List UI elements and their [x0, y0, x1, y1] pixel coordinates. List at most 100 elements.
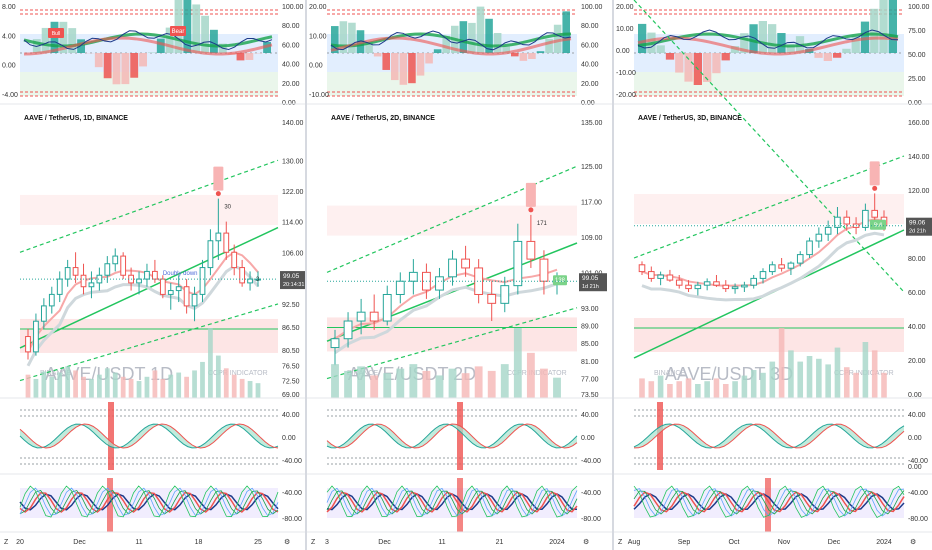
price-tick: 0.00	[908, 392, 922, 399]
top-osc-bar	[638, 23, 647, 53]
volume-bar	[713, 378, 720, 398]
volume-bar	[120, 376, 126, 398]
top-osc-ribbon-1	[23, 32, 273, 48]
candle-body	[382, 293, 392, 322]
candle-body	[223, 232, 230, 253]
last-price-tag	[579, 273, 607, 292]
candle-body	[843, 216, 851, 225]
top-osc-bar	[192, 4, 201, 54]
indicator-label: CCPR INDICATOR	[507, 370, 567, 377]
volume-bar	[97, 374, 102, 398]
volume-bar	[648, 381, 655, 398]
top-osc-bar	[823, 53, 832, 61]
panel-divider-1[interactable]	[305, 0, 307, 550]
candle-body	[824, 226, 832, 235]
osc2-line-2	[326, 490, 578, 515]
osc2-line-2	[19, 490, 279, 515]
volume-bar	[41, 371, 47, 398]
candle-body	[871, 209, 878, 218]
volume-bar	[192, 370, 197, 398]
top-osc-right-tick: 100.00	[908, 4, 930, 11]
top-osc-bar	[842, 48, 851, 53]
last-price-tag	[906, 217, 932, 236]
candle-body	[40, 305, 47, 322]
candle-body	[231, 251, 238, 269]
x-tick: 21	[496, 539, 504, 546]
candle-body	[638, 264, 646, 273]
red-zone	[20, 318, 278, 353]
osc2-tick: -80.00	[581, 516, 601, 523]
volume-bar	[136, 381, 142, 398]
top-osc-left-tick: 8.00	[2, 4, 16, 11]
volume-bar	[834, 347, 841, 398]
volume-bar	[73, 370, 78, 398]
panel-divider-2[interactable]	[612, 0, 614, 550]
top-osc-bar	[553, 24, 562, 53]
candle-body	[56, 278, 63, 295]
last-price-tag	[280, 271, 305, 290]
osc2-line-3	[19, 487, 279, 517]
top-osc-line	[637, 29, 899, 49]
top-osc-right-tick: 100.00	[282, 4, 304, 11]
top-osc-right-tick: 40.00	[581, 62, 599, 69]
candle-body	[713, 281, 720, 286]
x-tick: Sep	[678, 539, 691, 546]
top-osc-bar	[511, 53, 519, 57]
osc2-line-1	[633, 491, 905, 513]
top-osc-left-tick: -10.00	[616, 70, 636, 77]
top-osc-right-tick: 80.00	[282, 23, 300, 30]
volume-bar	[239, 378, 245, 398]
red-zone	[327, 317, 577, 352]
candle-body	[112, 255, 119, 265]
volume-bar	[223, 368, 229, 398]
price-tick: 130.00	[282, 158, 304, 165]
volume-bar	[144, 376, 150, 398]
top-osc-bar	[183, 0, 192, 53]
candle-body	[448, 258, 457, 278]
volume-bar	[487, 370, 496, 398]
volume-bar	[732, 381, 738, 398]
volume-bar	[383, 373, 392, 398]
trend-line-mid	[326, 242, 578, 342]
candle-body	[356, 311, 366, 322]
sell-signal-dot	[215, 191, 221, 197]
top-osc-left-tick: 0.00	[616, 48, 630, 55]
osc2-tick: -40.00	[581, 490, 601, 497]
sell-signal-dot	[872, 185, 878, 191]
volume-bar	[474, 366, 483, 398]
candle-body	[815, 233, 823, 242]
volume-bar	[788, 350, 794, 398]
candle-body	[136, 278, 142, 284]
osc1-tick: -40.00	[282, 458, 302, 465]
top-osc-bar	[665, 53, 675, 60]
osc1-line-a	[326, 423, 578, 449]
top-osc-bar	[684, 53, 693, 82]
top-osc-bar	[210, 29, 218, 53]
top-osc-left-tick: -20.00	[616, 92, 636, 99]
price-tick: 120.00	[908, 188, 930, 195]
price-tick: 73.50	[581, 392, 599, 399]
top-osc-bar	[703, 53, 712, 82]
top-osc-line	[330, 30, 572, 51]
osc2-line-4	[326, 485, 578, 518]
volume-bar	[760, 372, 766, 398]
osc2-zone	[327, 488, 577, 518]
top-osc-bar	[41, 27, 50, 53]
last-price-value: 99.05	[582, 275, 599, 282]
volume-bar	[639, 378, 645, 398]
candle-body	[159, 278, 166, 295]
top-osc-bar	[165, 27, 174, 53]
price-tick: 86.50	[282, 325, 300, 332]
candle-body	[862, 209, 869, 228]
candle-body	[741, 284, 748, 288]
volume-bar	[255, 383, 261, 398]
osc1-tick: 0.00	[282, 435, 296, 442]
top-osc-bar	[721, 53, 730, 61]
red-zone-upper	[20, 194, 278, 225]
trend-line-lower	[633, 0, 905, 293]
top-osc-bar	[331, 26, 339, 53]
x-tick: Dec	[828, 539, 841, 546]
price-tick: 80.50	[282, 348, 300, 355]
volume-bar	[741, 375, 748, 398]
